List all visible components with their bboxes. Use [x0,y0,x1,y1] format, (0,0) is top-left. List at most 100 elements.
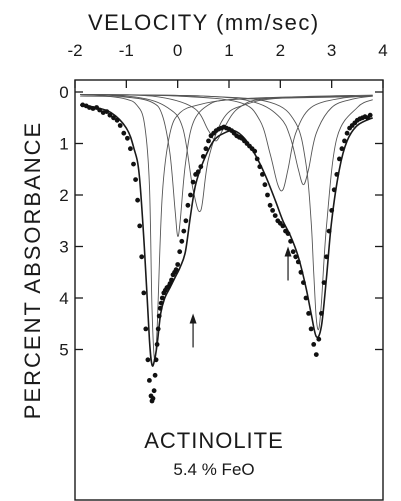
data-point [97,107,102,113]
data-point [141,290,147,296]
data-point [190,179,196,185]
y-tick-label: 4 [59,289,68,308]
data-point [173,267,179,273]
data-point [262,182,268,188]
component-curve-4 [80,94,373,142]
data-point [87,105,92,110]
x-tick-label: -1 [119,41,134,60]
data-point [143,326,149,332]
y-tick-labels: 0 1 2 3 4 5 [59,83,68,360]
data-point [185,202,191,208]
data-point [179,238,185,244]
arrow-marker [284,246,292,281]
fitted-component-curves [80,94,373,362]
y-tick-label: 2 [59,186,68,205]
data-point [313,352,319,357]
data-point [135,197,141,203]
data-point [169,277,174,283]
x-tick-label: 0 [173,41,182,60]
y-tick-label: 0 [59,83,68,102]
measured-data-points [80,102,373,404]
data-point [260,172,265,177]
x-ticks [74,80,384,88]
data-point [90,106,96,111]
data-point [167,281,173,286]
data-point [100,110,106,115]
data-point [114,117,120,123]
component-curve-6 [80,94,373,186]
data-point [154,342,160,347]
data-point [145,357,151,363]
data-point [329,208,335,213]
data-point [117,123,123,128]
data-point [339,146,345,152]
data-point [121,130,127,136]
data-point [316,336,322,342]
data-point [177,249,183,255]
component-curve-3 [80,94,373,213]
data-point [156,313,162,319]
data-point [131,161,136,167]
data-point [183,218,189,224]
data-point [80,102,86,108]
arrow-head [189,313,197,324]
data-point [337,156,342,162]
x-tick-label: 4 [378,41,387,60]
data-point [125,135,130,141]
data-point [331,187,337,193]
data-point [200,154,206,159]
data-point [252,148,258,154]
data-point [127,146,133,152]
component-curve-5 [80,94,373,192]
data-point [321,280,327,285]
data-point [152,372,158,378]
data-point [107,112,113,118]
data-point [288,238,293,244]
data-point [147,378,152,383]
data-point [198,164,204,170]
data-point [150,396,156,401]
data-point [181,228,187,234]
x-tick-labels: -2 -1 0 1 2 3 4 [67,41,387,60]
data-point [295,259,301,265]
data-point [319,311,324,316]
data-point [301,280,306,285]
x-tick-label: 1 [224,41,233,60]
x-tick-label: 2 [276,41,285,60]
data-point [306,311,311,316]
envelope-curve-line [79,104,374,367]
data-point [344,130,350,136]
data-point [324,254,329,260]
data-point [111,115,116,121]
data-point [195,169,201,175]
data-point [272,213,278,219]
data-point [308,326,314,332]
data-point [303,295,309,301]
data-point [342,138,347,144]
y-axis-title: PERCENT ABSORBANCE [20,121,45,419]
data-point [265,192,270,198]
sample-name-label: ACTINOLITE [144,428,284,453]
y-tick-label: 5 [59,341,68,360]
data-point [188,192,193,198]
fitted-envelope-curve [79,104,374,367]
component-curve-7 [80,94,373,331]
data-point [153,357,159,363]
x-tick-label: -2 [67,41,82,60]
data-point [254,156,260,162]
data-point [280,223,286,229]
data-point [104,109,110,114]
x-tick-label: 3 [327,41,336,60]
data-point [157,305,163,311]
data-point [206,138,211,144]
data-point [293,254,299,260]
data-point [267,202,273,208]
data-point [175,262,181,267]
data-point [326,228,332,234]
data-point [133,177,139,183]
data-point [155,326,161,332]
y-ticks [75,91,383,351]
y-tick-label: 3 [59,238,68,257]
arrow-head [284,246,292,257]
